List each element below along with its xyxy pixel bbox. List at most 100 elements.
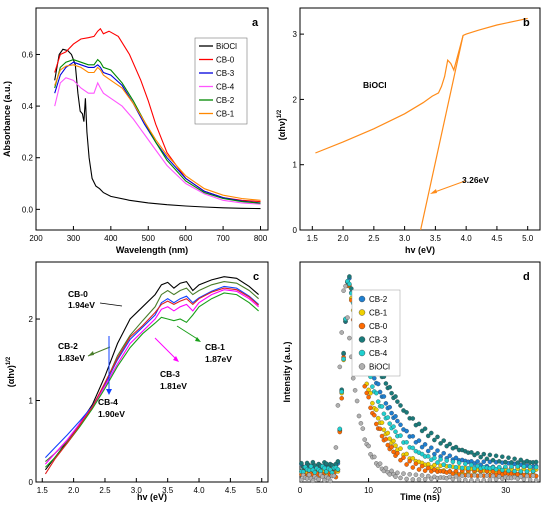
d-point-2 <box>385 442 391 448</box>
c-xtick-label: 2.0 <box>68 486 80 495</box>
b-ytick-label: 3 <box>293 30 298 39</box>
d-point-4 <box>530 468 536 474</box>
a-legend-label: CB-0 <box>216 56 235 65</box>
b-xtick-label: 5.0 <box>522 234 534 243</box>
c-ann-cb2-value: 1.83eV <box>58 353 85 363</box>
d-point-5 <box>496 474 502 479</box>
d-point-3 <box>349 286 354 291</box>
d-xtick-label: 10 <box>364 486 373 495</box>
d-point-3 <box>441 438 446 443</box>
c-xtick-label: 3.5 <box>162 486 174 495</box>
d-point-3 <box>444 443 449 449</box>
d-point-3 <box>422 426 428 431</box>
a-xtick-label: 400 <box>104 234 118 243</box>
d-point-5 <box>327 478 333 484</box>
d-point-4 <box>306 467 312 473</box>
d-point-4 <box>393 429 398 434</box>
d-point-3 <box>506 455 511 460</box>
d-point-3 <box>509 460 514 465</box>
d-point-3 <box>481 451 487 457</box>
panel-b-sample-label: BiOCl <box>363 80 387 90</box>
d-point-5 <box>533 477 539 483</box>
d-point-5 <box>335 403 341 408</box>
panel-b-xlabel: hv (eV) <box>405 245 435 255</box>
d-point-5 <box>339 330 344 335</box>
b-xtick-label: 4.5 <box>491 234 503 243</box>
d-point-3 <box>533 459 539 465</box>
d-point-2 <box>416 467 422 472</box>
d-point-2 <box>404 462 409 467</box>
d-point-5 <box>358 421 364 426</box>
d-legend-swatch <box>358 363 366 370</box>
d-point-5 <box>416 477 422 482</box>
d-point-3 <box>432 437 437 443</box>
c-xtick-label: 4.0 <box>193 486 205 495</box>
d-point-1 <box>432 462 437 468</box>
a-legend-label: CB-1 <box>216 110 235 119</box>
d-point-5 <box>453 474 459 479</box>
d-point-5 <box>333 445 339 450</box>
d-point-5 <box>407 472 412 477</box>
c-series-line-5 <box>44 287 259 475</box>
c-series-line-2 <box>45 285 259 458</box>
d-point-5 <box>377 461 383 466</box>
d-point-4 <box>527 464 533 470</box>
d-point-3 <box>404 410 409 415</box>
d-point-3 <box>500 454 505 459</box>
panel-b-frame <box>299 7 541 231</box>
d-point-2 <box>450 471 456 476</box>
d-point-1 <box>404 451 409 457</box>
d-point-3 <box>395 399 400 404</box>
panel-b-gap-label: 3.26eV <box>462 175 489 185</box>
a-series-line-5 <box>54 64 261 201</box>
d-point-4 <box>500 467 505 473</box>
d-legend-swatch <box>358 349 366 357</box>
c-arrowhead-cb2 <box>88 351 94 356</box>
d-point-5 <box>530 473 536 478</box>
panel-d-legend-box <box>351 289 401 377</box>
d-point-4 <box>308 464 314 469</box>
d-legend-label: CB-0 <box>369 322 388 331</box>
d-point-1 <box>375 415 381 421</box>
d-point-5 <box>459 473 465 479</box>
b-xtick-label: 2.0 <box>338 234 350 243</box>
d-point-3 <box>383 381 389 386</box>
d-point-0 <box>387 404 392 410</box>
d-point-3 <box>425 433 431 439</box>
d-point-5 <box>484 473 490 478</box>
d-point-1 <box>391 438 396 444</box>
d-point-3 <box>503 459 508 465</box>
d-point-0 <box>475 459 480 464</box>
c-xtick-label: 3.0 <box>131 486 143 495</box>
d-legend-label: CB-4 <box>369 349 388 358</box>
d-point-0 <box>395 418 400 424</box>
d-point-3 <box>484 456 490 462</box>
a-series-line-4 <box>54 58 261 204</box>
d-point-5 <box>354 398 360 404</box>
a-xtick-label: 300 <box>67 234 81 243</box>
panel-a-legend-box <box>194 37 248 125</box>
d-point-2 <box>362 384 367 389</box>
d-point-1 <box>379 420 385 425</box>
d-point-4 <box>419 451 425 457</box>
b-xtick-label: 2.5 <box>368 234 380 243</box>
d-point-5 <box>341 288 346 293</box>
d-point-0 <box>398 422 403 428</box>
d-point-1 <box>374 407 379 413</box>
d-point-0 <box>429 445 434 450</box>
panel-d: 0 10 20 30 d Time (ns) Intensity (a.u.) CB-… <box>282 261 541 502</box>
d-point-3 <box>435 434 440 440</box>
d-point-3 <box>416 421 422 427</box>
d-point-2 <box>366 394 371 400</box>
d-point-2 <box>401 455 406 460</box>
d-point-4 <box>515 464 520 469</box>
d-point-5 <box>481 477 487 483</box>
d-point-5 <box>419 473 425 478</box>
d-xtick-label: 0 <box>298 486 303 495</box>
d-point-0 <box>372 376 377 381</box>
d-point-0 <box>377 389 383 395</box>
d-point-0 <box>381 394 387 399</box>
panel-a-frame <box>35 7 269 231</box>
panel-d-letter: d <box>523 271 530 283</box>
a-legend-label: CB-3 <box>216 69 235 78</box>
